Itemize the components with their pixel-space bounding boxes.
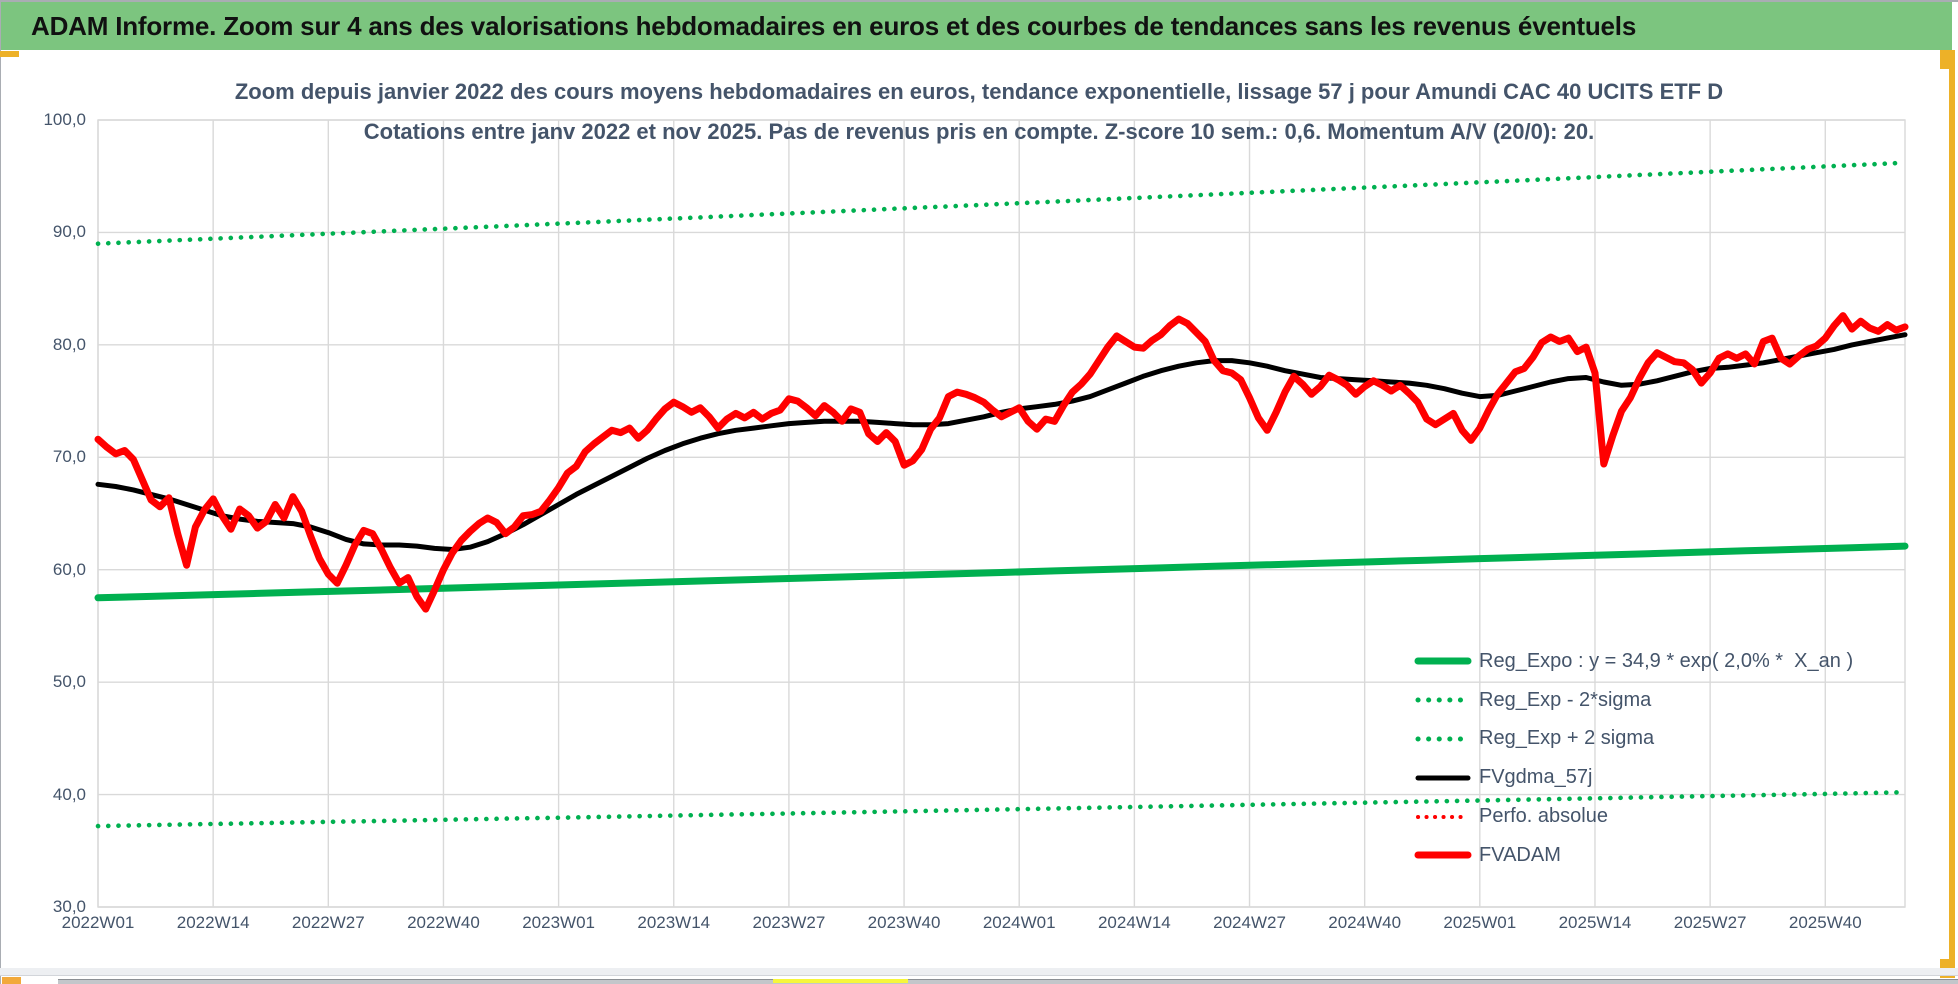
legend-label: FVgdma_57j xyxy=(1479,766,1593,789)
legend-line-sample-icon xyxy=(1416,814,1470,819)
legend-label: Reg_Exp + 2 sigma xyxy=(1479,727,1655,750)
legend-item-perfo-absolue[interactable]: Perfo. absolue xyxy=(1414,797,1853,836)
x-tick-label: 2022W27 xyxy=(291,913,365,932)
y-tick-label: 100,0 xyxy=(43,110,86,129)
bottom-yellow-marker xyxy=(773,979,908,983)
x-tick-label: 2024W40 xyxy=(1328,913,1402,932)
chart-title: Zoom depuis janvier 2022 des cours moyen… xyxy=(0,72,1958,152)
series-reg-expo xyxy=(94,542,1909,602)
chart-legend[interactable]: Reg_Expo : y = 34,9 * exp( 2,0% * X_an )… xyxy=(1414,642,1853,875)
legend-item-fvgdma-57j[interactable]: FVgdma_57j xyxy=(1414,758,1853,797)
x-tick-label: 2024W14 xyxy=(1097,913,1171,932)
x-tick-label: 2023W40 xyxy=(867,913,941,932)
x-tick-label: 2024W01 xyxy=(982,913,1056,932)
x-tick-label: 2025W01 xyxy=(1443,913,1517,932)
y-tick-label: 90,0 xyxy=(52,222,86,242)
legend-line-sample-icon xyxy=(1415,697,1471,703)
x-tick-label: 2023W14 xyxy=(637,913,711,932)
window-left-border xyxy=(0,2,1,984)
y-tick-label: 30,0 xyxy=(52,897,86,916)
legend-line-sample-icon xyxy=(1415,775,1471,781)
x-tick-label: 2025W40 xyxy=(1788,913,1862,932)
bottom-scrollbar-strip[interactable] xyxy=(0,968,1958,976)
y-tick-label: 50,0 xyxy=(52,672,86,692)
y-tick-label: 70,0 xyxy=(52,447,86,467)
series-fvadam xyxy=(94,312,1909,613)
y-tick-label: 80,0 xyxy=(52,334,86,354)
banner-text: ADAM Informe. Zoom sur 4 ans des valoris… xyxy=(31,10,1637,41)
x-tick-label: 2023W27 xyxy=(752,913,826,932)
x-tick-label: 2025W14 xyxy=(1558,913,1632,932)
y-tick-label: 60,0 xyxy=(52,559,86,579)
gold-border-top-notch xyxy=(1940,50,1955,69)
x-tick-label: 2022W14 xyxy=(176,913,250,932)
legend-item-reg-plus-2sigma[interactable]: Reg_Exp + 2 sigma xyxy=(1414,720,1853,759)
legend-line-sample-icon xyxy=(1415,736,1471,742)
x-tick-label: 2023W01 xyxy=(522,913,595,932)
chart-title-line2: Cotations entre janv 2022 et nov 2025. P… xyxy=(363,119,1595,144)
series-fvgdma-57j xyxy=(95,332,1908,552)
chart-title-line1: Zoom depuis janvier 2022 des cours moyen… xyxy=(234,79,1724,104)
legend-label: Perfo. absolue xyxy=(1479,805,1608,828)
legend-label: Reg_Exp - 2*sigma xyxy=(1479,688,1652,711)
legend-label: FVADAM xyxy=(1479,843,1561,866)
legend-item-reg-minus-2sigma[interactable]: Reg_Exp - 2*sigma xyxy=(1414,681,1853,720)
legend-item-fvadam[interactable]: FVADAM xyxy=(1414,836,1853,875)
bottom-left-orange-marker xyxy=(2,977,21,984)
gold-border-right xyxy=(1949,50,1955,978)
legend-line-sample-icon xyxy=(1414,657,1472,665)
y-tick-label: 40,0 xyxy=(52,784,86,804)
x-tick-label: 2025W27 xyxy=(1673,913,1747,932)
legend-label: Reg_Expo : y = 34,9 * exp( 2,0% * X_an ) xyxy=(1479,649,1854,672)
plot-frame xyxy=(97,119,1906,908)
x-tick-label: 2024W27 xyxy=(1213,913,1286,932)
legend-item-reg-expo[interactable]: Reg_Expo : y = 34,9 * exp( 2,0% * X_an ) xyxy=(1414,642,1853,681)
legend-line-sample-icon xyxy=(1414,851,1472,859)
x-tick-label: 2022W01 xyxy=(61,913,135,932)
bottom-window-band xyxy=(58,979,1958,984)
x-tick-label: 2022W40 xyxy=(407,913,480,932)
gold-accent-left xyxy=(0,51,19,57)
series-reg-exp-plus-2sigma xyxy=(95,160,1908,246)
sheet-banner: ADAM Informe. Zoom sur 4 ans des valoris… xyxy=(1,2,1952,50)
